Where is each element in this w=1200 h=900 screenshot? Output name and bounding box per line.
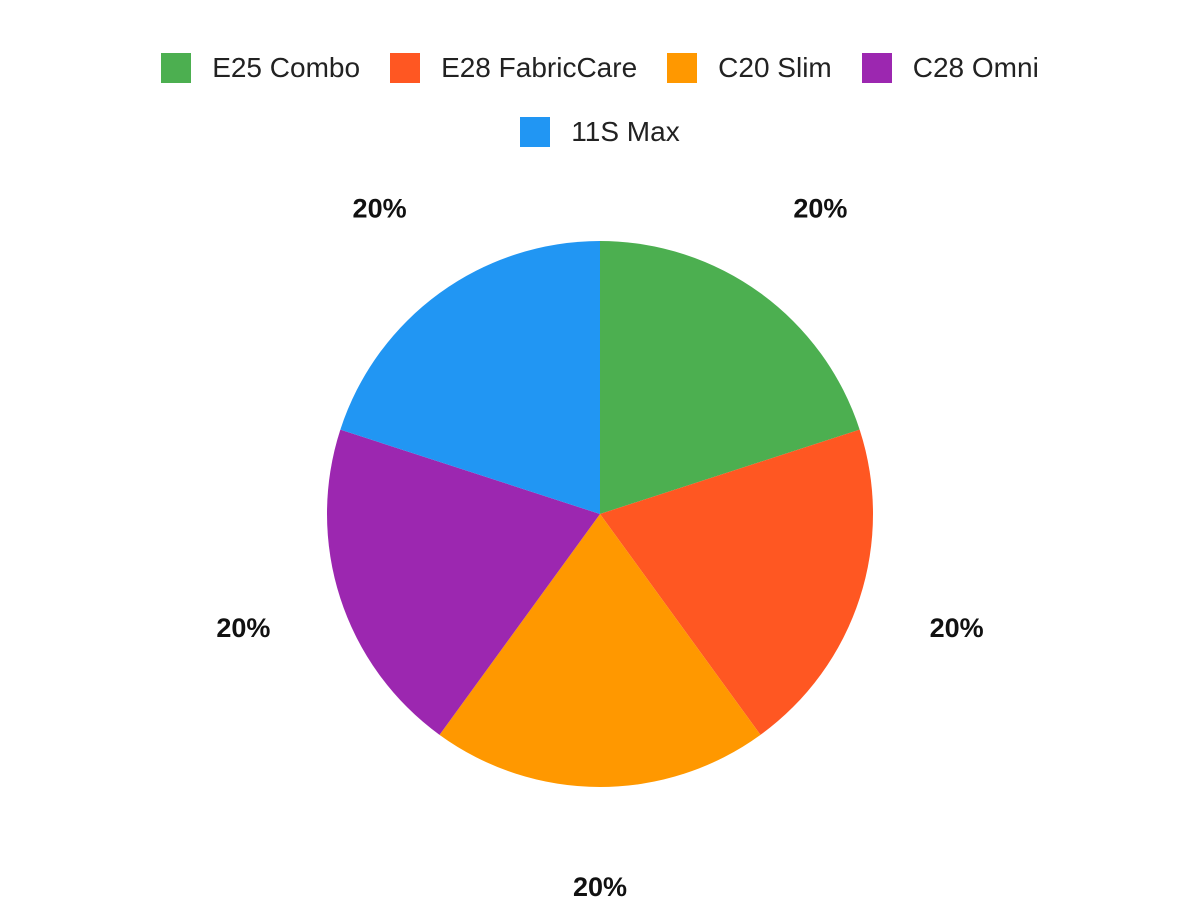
slice-label-c20-slim: 20% [573,872,627,900]
legend-item-11s-max: 11S Max [520,116,680,148]
legend-item-c28-omni: C28 Omni [861,52,1039,84]
pie-slice-c28-omni [327,429,600,735]
legend-swatch-c28-omni [861,53,892,83]
slice-label-11s-max: 20% [353,194,407,224]
pie-slice-c20-slim [439,514,761,787]
legend-label-e28-fabriccare: E28 FabricCare [441,52,638,83]
legend-label-c28-omni: C28 Omni [912,52,1039,83]
slice-label-e28-fabriccare: 20% [930,613,984,643]
slice-label-c28-omni: 20% [216,613,270,643]
legend-swatch-e28-fabriccare [390,53,421,83]
legend-item-c20-slim: C20 Slim [667,52,832,84]
legend-swatch-c20-slim [667,53,698,83]
legend-swatch-e25-combo [161,53,192,83]
legend-label-c20-slim: C20 Slim [718,52,832,83]
legend-label-11s-max: 11S Max [571,116,680,147]
legend-swatch-11s-max [520,117,551,147]
chart-legend: E25 Combo E28 FabricCare C20 Slim C28 Om… [0,52,1200,148]
pie-slice-11s-max [340,241,600,514]
legend-label-e25-combo: E25 Combo [212,52,361,83]
pie-slice-e25-combo [600,241,860,514]
slice-label-e25-combo: 20% [793,194,847,224]
pie-slice-e28-fabriccare [600,429,873,735]
legend-item-e25-combo: E25 Combo [161,52,360,84]
legend-item-e28-fabriccare: E28 FabricCare [390,52,637,84]
